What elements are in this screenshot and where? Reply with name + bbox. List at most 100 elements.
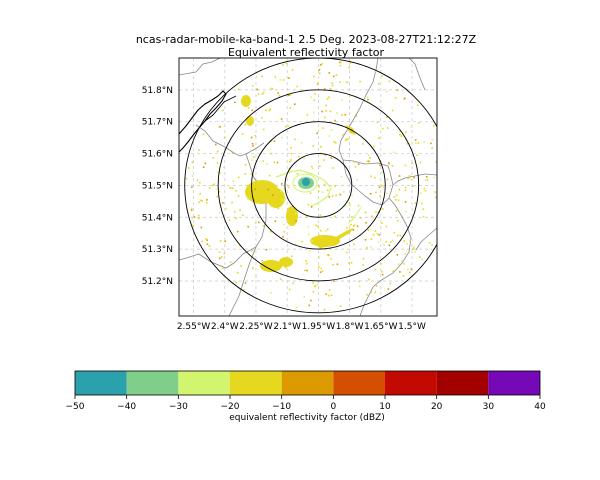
echo-speckle: [321, 270, 324, 272]
echo-speckle: [397, 234, 399, 237]
echo-speckle: [339, 305, 342, 307]
echo-speckle: [185, 177, 188, 180]
colorbar-tick-label-2: −30: [169, 402, 188, 412]
echo-speckle: [256, 201, 258, 203]
echo-speckle: [286, 62, 288, 65]
echo-speckle: [331, 82, 334, 84]
echo-speckle: [319, 214, 322, 216]
echo-speckle: [340, 175, 343, 178]
echo-speckle: [204, 162, 207, 165]
echo-speckle: [386, 116, 388, 119]
echo-speckle: [255, 75, 258, 78]
echo-speckle: [250, 136, 253, 139]
echo-speckle: [317, 225, 319, 228]
echo-speckle: [339, 81, 341, 83]
echo-speckle: [402, 275, 405, 277]
echo-speckle: [400, 134, 403, 137]
colorbar-swatch-4: [281, 371, 334, 395]
echo-speckle: [250, 173, 253, 175]
echo-speckle: [410, 179, 413, 181]
echo-speckle: [395, 210, 397, 212]
echo-speckle: [265, 109, 268, 112]
echo-speckle: [200, 199, 202, 202]
echo-speckle: [232, 180, 235, 182]
echo-speckle: [216, 188, 219, 190]
echo-speckle: [290, 152, 293, 155]
echo-speckle: [224, 240, 226, 243]
echo-speckle: [247, 107, 250, 109]
echo-speckle: [296, 173, 299, 175]
echo-speckle: [386, 178, 389, 181]
echo-speckle: [190, 210, 193, 212]
echo-speckle: [375, 285, 378, 287]
echo-cluster-north-west-2: [246, 116, 254, 126]
echo-speckle: [323, 308, 326, 311]
reflectivity-echoes: [185, 61, 437, 311]
echo-speckle: [277, 92, 279, 94]
echo-speckle: [257, 93, 260, 95]
echo-speckle: [413, 176, 415, 179]
echo-speckle: [237, 230, 239, 233]
echo-speckle: [432, 125, 435, 127]
echo-speckle: [388, 162, 390, 164]
echo-speckle: [370, 175, 372, 178]
echo-speckle: [397, 219, 399, 222]
echo-speckle: [391, 165, 394, 167]
echo-speckle: [294, 243, 297, 246]
echo-speckle: [396, 89, 399, 91]
echo-speckle: [321, 62, 324, 65]
echo-speckle: [274, 220, 277, 223]
echo-speckle: [252, 267, 254, 269]
echo-speckle: [231, 201, 233, 204]
echo-speckle: [205, 201, 208, 204]
echo-speckle: [244, 173, 247, 175]
echo-speckle: [362, 143, 364, 145]
echo-speckle: [348, 66, 350, 69]
echo-speckle: [200, 226, 203, 229]
echo-speckle: [356, 179, 358, 181]
lon-tick-label-1: 2.4°W: [211, 322, 239, 332]
echo-speckle: [417, 104, 419, 107]
echo-speckle: [364, 211, 367, 214]
echo-speckle: [411, 185, 414, 188]
echo-speckle: [309, 249, 311, 252]
echo-speckle: [231, 187, 234, 189]
colorbar-tick-label-3: −20: [221, 402, 240, 412]
near-radar-echo-lowest: [302, 178, 310, 186]
echo-speckle: [392, 239, 394, 242]
echo-speckle: [405, 210, 407, 213]
echo-speckle: [346, 81, 349, 84]
echo-speckle: [266, 163, 268, 165]
echo-speckle: [341, 114, 343, 116]
echo-speckle: [328, 196, 331, 198]
echo-speckle: [280, 197, 282, 199]
echo-speckle: [388, 80, 391, 83]
echo-speckle: [292, 282, 294, 285]
echo-speckle: [269, 87, 272, 90]
echo-speckle: [238, 88, 240, 91]
echo-speckle: [262, 91, 265, 94]
echo-speckle: [190, 208, 193, 211]
echo-speckle: [270, 152, 273, 155]
echo-speckle: [370, 246, 372, 248]
echo-speckle: [234, 101, 236, 104]
echo-speckle: [218, 126, 221, 129]
echo-speckle: [222, 202, 224, 204]
colorbar-swatch-7: [436, 371, 489, 395]
echo-speckle: [338, 61, 341, 64]
echo-speckle: [424, 179, 427, 181]
echo-speckle: [372, 234, 375, 236]
echo-speckle: [374, 176, 376, 179]
echo-speckle: [377, 241, 380, 243]
echo-speckle: [334, 119, 336, 122]
echo-speckle: [378, 234, 381, 236]
echo-speckle: [229, 187, 231, 189]
colorbar-tick-label-6: 10: [379, 402, 391, 412]
echo-speckle: [251, 250, 253, 252]
echo-speckle: [403, 97, 406, 100]
colorbar-tick-label-8: 30: [483, 402, 495, 412]
colorbar-swatch-2: [178, 371, 230, 395]
echo-speckle: [331, 84, 334, 87]
echo-speckle: [336, 112, 338, 114]
echo-speckle: [296, 85, 298, 88]
